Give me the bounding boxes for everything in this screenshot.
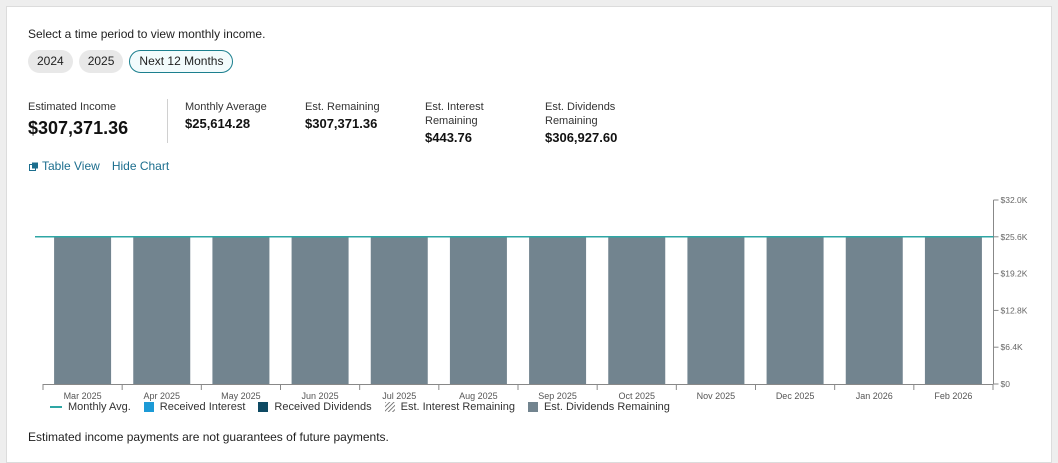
x-tick-label: Apr 2025	[143, 391, 180, 401]
stat-est-interest-remaining: Est. Interest Remaining $443.76	[425, 100, 515, 145]
stat-value: $307,371.36	[28, 118, 129, 138]
stat-value: $306,927.60	[545, 130, 618, 145]
period-next-12-months-button[interactable]: Next 12 Months	[129, 50, 234, 73]
y-tick-label: $19.2K	[1001, 269, 1028, 279]
stat-estimated-income: Estimated Income $307,371.36	[28, 100, 128, 139]
legend-label: Received Interest	[159, 401, 246, 413]
stat-label: Estimated Income	[28, 101, 117, 113]
x-tick-label: May 2025	[221, 391, 261, 401]
period-2025-button[interactable]: 2025	[78, 50, 124, 73]
stat-est-dividends-remaining: Est. Dividends Remaining $306,927.60	[545, 100, 635, 145]
income-card: Select a time period to view monthly inc…	[6, 6, 1052, 463]
table-view-label: Table View	[42, 159, 100, 173]
x-tick-label: Sep 2025	[538, 391, 577, 401]
y-tick-label: $12.8K	[1001, 305, 1028, 315]
bar-est-dividends[interactable]	[529, 236, 587, 384]
stat-label: Est. Remaining	[305, 101, 380, 113]
legend-label: Est. Interest Remaining	[400, 401, 515, 413]
stat-value: $25,614.28	[185, 116, 251, 131]
view-links: Table View Hide Chart	[29, 159, 169, 173]
bar-est-dividends[interactable]	[212, 236, 270, 384]
legend-received-interest[interactable]: Received Interest	[143, 401, 246, 413]
period-2024-button[interactable]: 2024	[28, 50, 73, 73]
stat-value: $307,371.36	[305, 116, 378, 131]
legend-label: Est. Dividends Remaining	[543, 401, 670, 413]
legend-swatch	[258, 402, 269, 412]
legend-est-dividends-remaining[interactable]: Est. Dividends Remaining	[527, 401, 670, 413]
chart-legend: Monthly Avg. Received Interest Received …	[50, 401, 670, 413]
period-prompt: Select a time period to view monthly inc…	[28, 27, 266, 41]
stat-label: Monthly Average	[185, 101, 267, 113]
bar-est-dividends[interactable]	[449, 236, 507, 384]
x-tick-label: Aug 2025	[459, 391, 498, 401]
bar-est-dividends[interactable]	[687, 236, 745, 384]
income-bar-chart: Mar 2025 Apr 2025 May 2025 Jun 2025 Jul 2025…	[35, 195, 1028, 401]
x-tick-label: Dec 2025	[776, 391, 815, 401]
x-tick-label: Nov 2025	[697, 391, 736, 401]
x-tick-label: Feb 2026	[934, 391, 972, 401]
stats-divider	[167, 99, 168, 143]
stat-label: Est. Dividends Remaining	[545, 101, 616, 127]
bar-est-dividends[interactable]	[766, 236, 824, 384]
bar-est-dividends[interactable]	[608, 236, 666, 384]
legend-label: Monthly Avg.	[68, 401, 131, 413]
legend-monthly-avg[interactable]: Monthly Avg.	[50, 401, 131, 413]
bar-est-dividends[interactable]	[845, 236, 903, 384]
bar-est-dividends[interactable]	[133, 236, 191, 384]
legend-swatch	[527, 402, 538, 412]
y-tick-label: $6.4K	[1001, 342, 1024, 352]
hide-chart-link[interactable]: Hide Chart	[111, 159, 170, 173]
x-tick-label: Oct 2025	[618, 391, 655, 401]
table-copy-icon	[29, 161, 39, 171]
legend-hatch-swatch	[384, 402, 395, 412]
stat-est-remaining: Est. Remaining $307,371.36	[305, 100, 380, 131]
table-view-link[interactable]: Table View	[29, 159, 100, 173]
legend-received-dividends[interactable]: Received Dividends	[258, 401, 372, 413]
x-tick-label: Jul 2025	[382, 391, 416, 401]
stat-value: $443.76	[425, 130, 472, 145]
y-tick-label: $32.0K	[1001, 195, 1028, 205]
y-tick-label: $25.6K	[1001, 232, 1028, 242]
legend-label: Received Dividends	[274, 401, 372, 413]
bar-est-dividends[interactable]	[54, 236, 112, 384]
bar-est-dividends[interactable]	[370, 236, 428, 384]
x-tick-label: Jan 2026	[856, 391, 893, 401]
x-tick-label: Jun 2025	[302, 391, 339, 401]
legend-swatch	[143, 402, 154, 412]
stat-label: Est. Interest Remaining	[425, 101, 484, 127]
disclaimer-text: Estimated income payments are not guaran…	[28, 430, 389, 444]
bar-est-dividends[interactable]	[924, 236, 982, 384]
y-tick-label: $0	[1001, 379, 1011, 389]
stat-monthly-average: Monthly Average $25,614.28	[185, 100, 267, 131]
bar-est-dividends[interactable]	[291, 236, 349, 384]
period-selector: 2024 2025 Next 12 Months	[28, 50, 234, 73]
legend-est-interest-remaining[interactable]: Est. Interest Remaining	[384, 401, 515, 413]
legend-line-swatch	[50, 406, 62, 408]
x-tick-label: Mar 2025	[64, 391, 102, 401]
